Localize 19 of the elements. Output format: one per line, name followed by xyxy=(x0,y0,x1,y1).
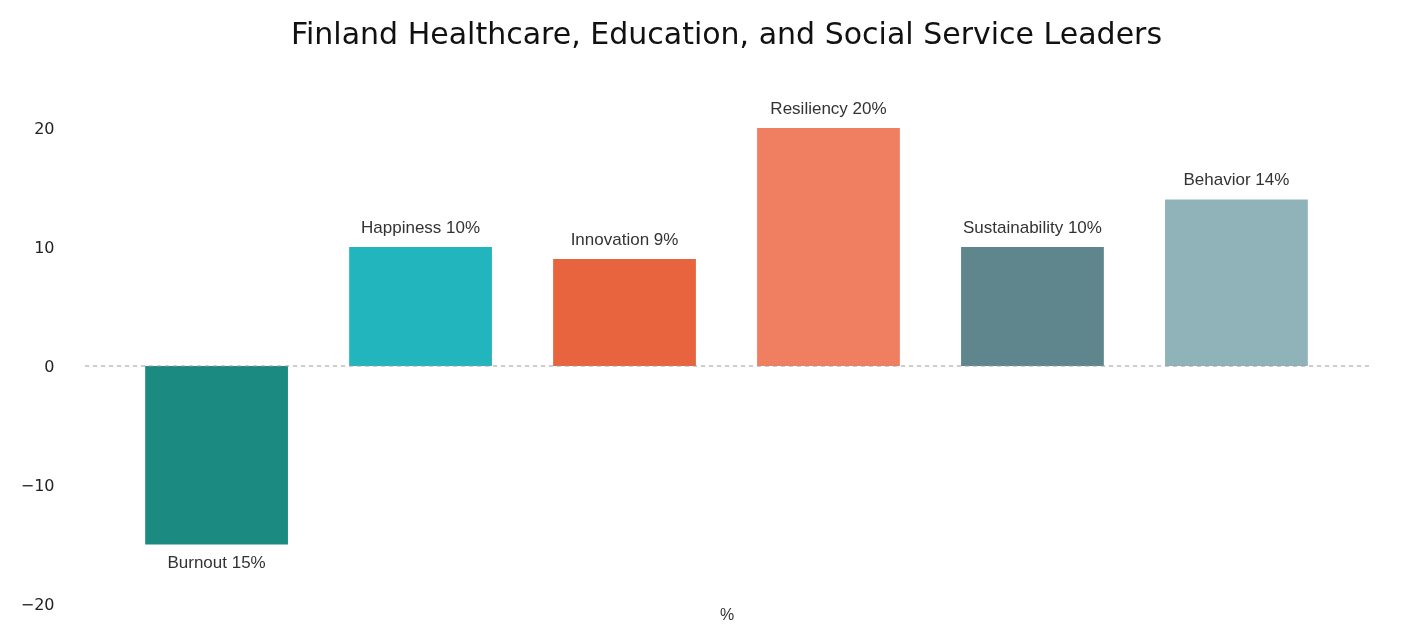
data-label: Sustainability 10% xyxy=(962,218,1102,237)
bar xyxy=(145,366,288,545)
y-tick-label: 20 xyxy=(34,118,55,138)
bar xyxy=(349,247,492,366)
data-label: Resiliency 20% xyxy=(770,99,887,118)
bar xyxy=(1165,199,1308,366)
chart-title: Finland Healthcare, Education, and Social Service Leaders xyxy=(290,16,1163,51)
data-label: Innovation 9% xyxy=(570,229,679,249)
data-label: Burnout 15% xyxy=(167,552,266,572)
bar xyxy=(553,258,696,366)
y-tick-label: 10 xyxy=(34,237,55,257)
x-axis-title: % xyxy=(719,605,735,623)
bar xyxy=(757,128,900,366)
y-tick-label: 0 xyxy=(44,356,55,376)
y-tick-label: −10 xyxy=(20,475,55,495)
y-tick-label: −20 xyxy=(20,594,55,614)
data-label: Behavior 14% xyxy=(1183,170,1290,190)
bar xyxy=(961,247,1104,366)
data-label: Happiness 10% xyxy=(361,218,481,237)
